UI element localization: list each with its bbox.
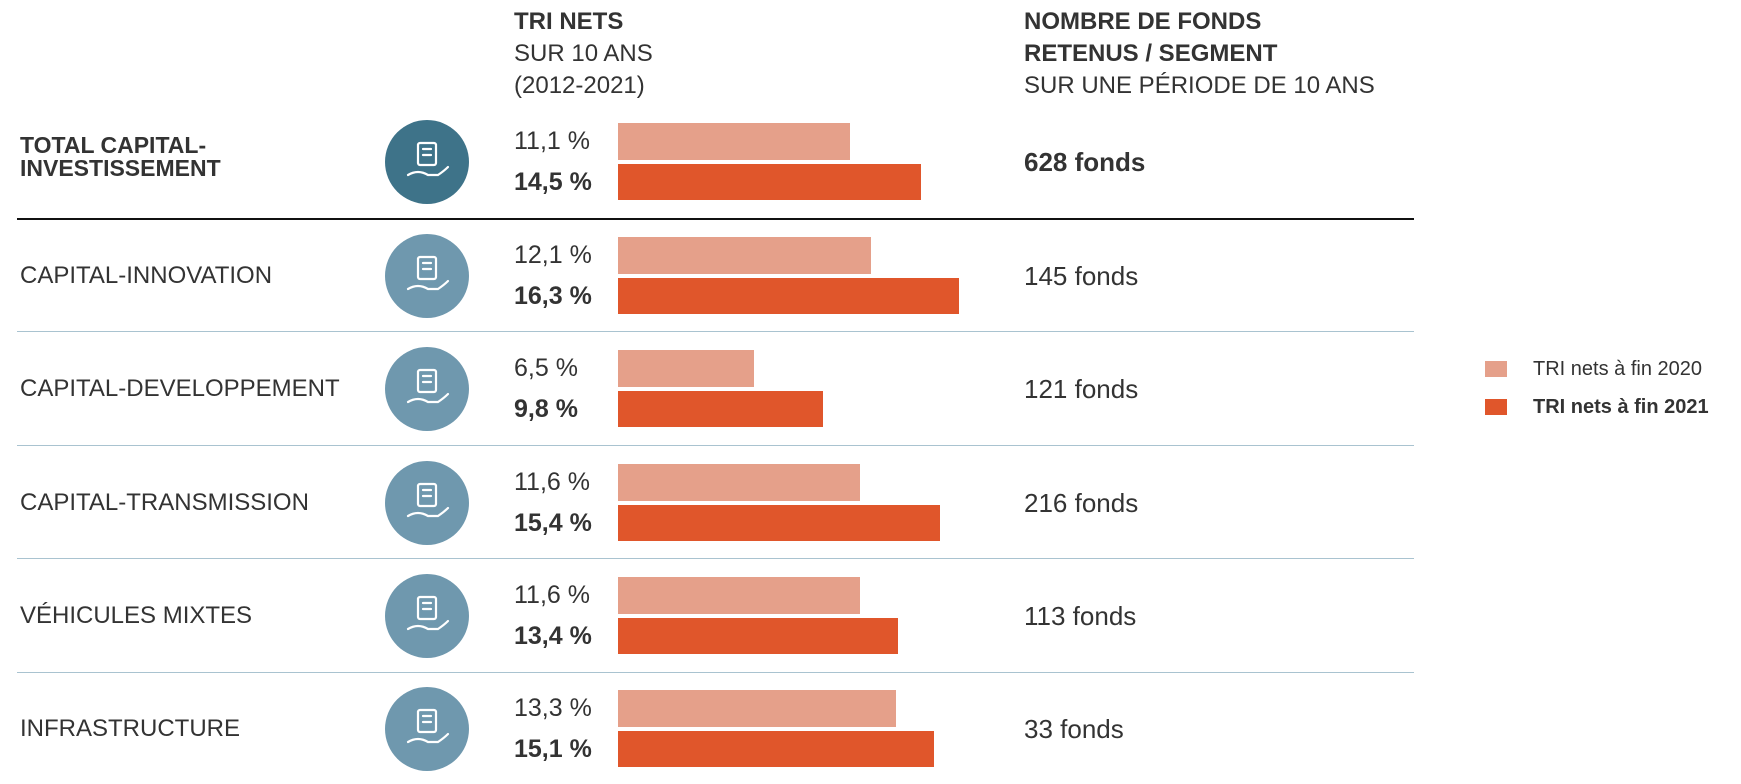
bar (618, 123, 850, 160)
fund-count: 145 fonds (1024, 261, 1139, 291)
value-label: 11,1 % (514, 127, 590, 155)
bar (618, 237, 871, 274)
value-label: 11,6 % (514, 581, 590, 609)
value-label: 15,4 % (514, 509, 592, 537)
header: SUR UNE PÉRIODE DE 10 ANS (1024, 72, 1375, 99)
icon (385, 120, 469, 204)
header: (2012-2021) (514, 72, 645, 99)
value-label: 12,1 % (514, 241, 592, 269)
separator (17, 218, 1414, 220)
category-label: CAPITAL-INNOVATION (20, 262, 273, 289)
value-label: 13,4 % (514, 622, 592, 650)
icon (385, 347, 469, 431)
category-label: CAPITAL-DEVELOPPEMENT (20, 375, 340, 402)
value-label: 14,5 % (514, 168, 592, 196)
icon (385, 687, 469, 771)
icon (385, 574, 469, 658)
bar (618, 618, 899, 654)
bar (618, 464, 861, 501)
bar (618, 164, 922, 200)
bar (618, 505, 940, 541)
fund-count: 113 fonds (1024, 601, 1137, 631)
value-label: 13,3 % (514, 694, 592, 722)
category-label: CAPITAL-TRANSMISSION (20, 489, 309, 516)
category-label: VÉHICULES MIXTES (20, 602, 253, 629)
header: NOMBRE DE FONDS (1024, 8, 1262, 35)
header: SUR 10 ANS (514, 40, 653, 67)
bar (618, 391, 823, 427)
bar (618, 577, 861, 614)
header: TRI NETS (514, 8, 624, 35)
icon (385, 461, 469, 545)
value-label: 15,1 % (514, 735, 592, 763)
separator (17, 672, 1414, 673)
value-label: 9,8 % (514, 395, 578, 423)
header: RETENUS / SEGMENT (1024, 40, 1278, 67)
fund-count: 121 fonds (1024, 374, 1139, 404)
separator (17, 331, 1414, 332)
legend-swatch (1485, 399, 1507, 415)
value-label: 11,6 % (514, 468, 590, 496)
icon (385, 234, 469, 318)
value-label: 16,3 % (514, 282, 592, 310)
fund-count: 628 fonds (1024, 147, 1146, 177)
bar (618, 278, 959, 314)
separator (17, 445, 1414, 446)
bar (618, 731, 934, 767)
separator (17, 558, 1414, 559)
fund-count: 216 fonds (1024, 488, 1139, 518)
bar (618, 350, 754, 387)
legend-swatch (1485, 361, 1507, 377)
legend-label: TRI nets à fin 2021 (1533, 396, 1709, 418)
fund-count: 33 fonds (1024, 714, 1124, 744)
value-label: 6,5 % (514, 354, 578, 382)
legend-label: TRI nets à fin 2020 (1533, 358, 1702, 380)
category-label: INFRASTRUCTURE (20, 715, 240, 742)
category-label: TOTAL CAPITAL-INVESTISSEMENT (20, 132, 221, 181)
bar (618, 690, 896, 727)
